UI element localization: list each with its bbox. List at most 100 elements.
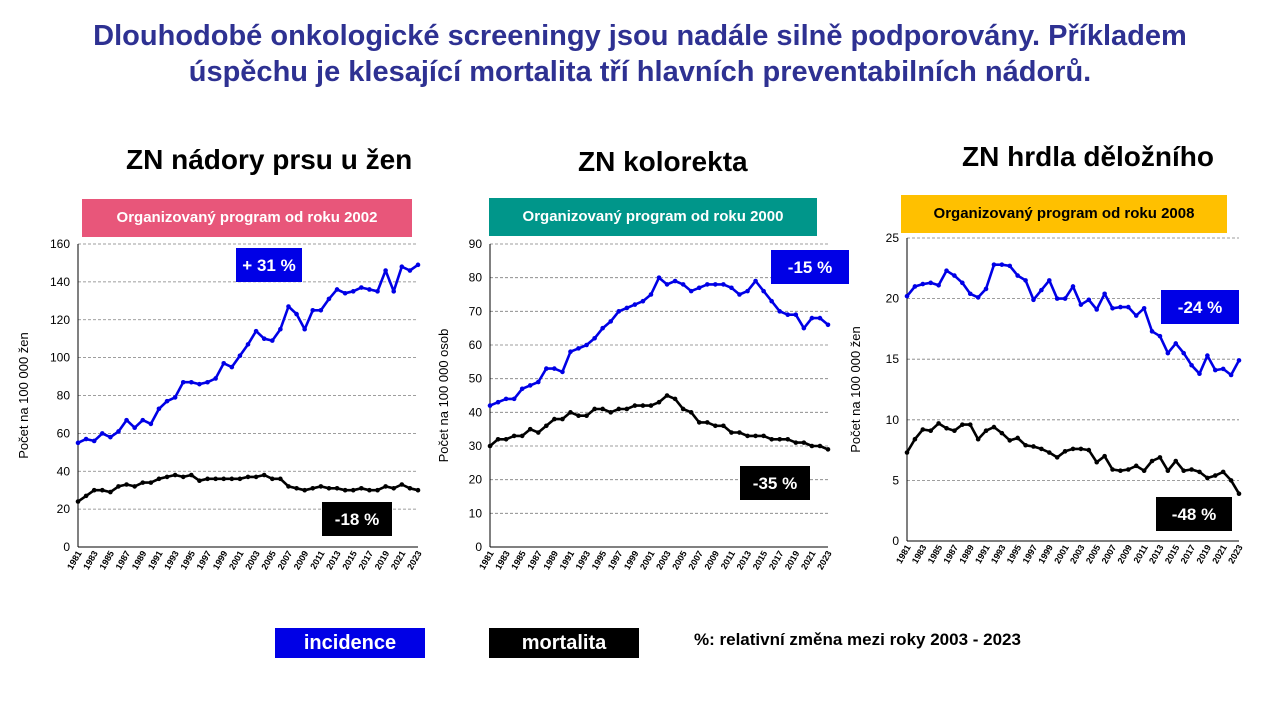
x-tick-label: 2007 [686, 549, 705, 571]
data-point-mortalita [1062, 449, 1068, 454]
data-point-mortalita [793, 440, 799, 445]
program-box-colorectal: Organizovaný program od roku 2000 [489, 198, 817, 236]
data-point-incidence [407, 268, 413, 273]
data-point-mortalita [415, 487, 421, 493]
data-point-mortalita [1205, 475, 1210, 481]
data-point-mortalita [975, 436, 981, 442]
data-point-incidence [269, 338, 275, 343]
data-point-incidence [753, 278, 758, 284]
data-point-incidence [1086, 297, 1092, 303]
data-point-incidence [592, 335, 597, 341]
y-tick-label: 5 [892, 473, 899, 487]
data-point-mortalita [713, 423, 718, 429]
data-point-mortalita [302, 487, 307, 493]
data-point-incidence [1070, 284, 1076, 289]
incidence-change-label: -24 % [1161, 290, 1239, 324]
x-tick-label: 2015 [340, 549, 359, 571]
data-point-mortalita [672, 396, 678, 402]
data-point-mortalita [511, 433, 517, 439]
panel-title-cervix: ZN hrdla děložního [962, 141, 1214, 172]
data-point-mortalita [1118, 468, 1123, 474]
x-tick-label: 1985 [509, 549, 528, 571]
data-point-mortalita [1031, 444, 1036, 449]
data-point-incidence [664, 282, 670, 287]
data-point-mortalita [269, 476, 275, 482]
data-point-mortalita [624, 406, 630, 412]
data-point-mortalita [777, 436, 783, 442]
x-tick-label: 2007 [276, 549, 295, 571]
data-point-incidence [1165, 350, 1171, 356]
data-point-incidence [761, 288, 766, 294]
data-point-incidence [721, 282, 726, 287]
data-point-mortalita [399, 482, 405, 487]
data-point-incidence [576, 346, 581, 351]
data-point-incidence [817, 315, 823, 321]
data-point-incidence [1007, 263, 1013, 269]
data-point-mortalita [680, 406, 686, 412]
data-point-mortalita [503, 436, 509, 442]
data-point-mortalita [124, 482, 129, 487]
data-point-incidence [608, 319, 614, 324]
data-point-incidence [180, 379, 186, 385]
data-point-incidence [1236, 358, 1242, 363]
mortality-change-box [1156, 497, 1232, 531]
y-tick-label: 80 [57, 389, 71, 403]
data-point-mortalita [568, 410, 573, 415]
data-point-mortalita [920, 427, 926, 432]
data-point-incidence [75, 440, 81, 446]
x-tick-label: 1997 [606, 549, 625, 571]
data-point-mortalita [221, 476, 227, 482]
panel-title-colorectal: ZN kolorekta [578, 146, 748, 177]
data-point-incidence [1039, 287, 1044, 293]
y-tick-label: 20 [469, 473, 483, 487]
data-point-mortalita [656, 399, 662, 405]
chart-breast: 0204060801001201401601981198319851987198… [16, 237, 424, 571]
y-tick-label: 160 [50, 237, 70, 251]
data-point-incidence [519, 386, 525, 392]
data-point-incidence [213, 376, 218, 381]
data-point-mortalita [1165, 468, 1171, 474]
data-point-mortalita [912, 436, 918, 442]
data-point-mortalita [721, 423, 726, 429]
data-point-incidence [1094, 307, 1100, 312]
data-point-mortalita [1054, 455, 1060, 460]
data-point-mortalita [294, 485, 299, 491]
data-point-mortalita [952, 428, 957, 434]
data-point-incidence [148, 421, 154, 427]
data-point-mortalita [825, 447, 831, 452]
data-point-incidence [91, 438, 97, 444]
mortality-change-text: -35 % [753, 474, 797, 493]
data-point-mortalita [1023, 442, 1028, 448]
panel-title-breast: ZN nádory prsu u žen [126, 144, 413, 175]
data-point-mortalita [1126, 467, 1131, 472]
x-tick-label: 2015 [1163, 543, 1182, 565]
y-tick-label: 70 [469, 304, 483, 318]
data-point-incidence [83, 436, 89, 442]
y-tick-label: 10 [886, 413, 900, 427]
data-point-mortalita [801, 440, 807, 445]
data-point-mortalita [648, 403, 654, 408]
data-point-incidence [399, 264, 405, 270]
data-point-mortalita [75, 499, 81, 504]
legend-mortalita: mortalita [489, 628, 639, 658]
data-point-incidence [745, 288, 750, 294]
incidence-change-box [1161, 290, 1239, 324]
data-point-incidence [656, 275, 662, 280]
data-point-mortalita [180, 474, 186, 480]
data-point-mortalita [99, 487, 105, 493]
data-point-incidence [334, 287, 340, 292]
data-point-mortalita [809, 443, 815, 449]
data-point-mortalita [164, 474, 170, 480]
data-point-mortalita [960, 422, 965, 427]
data-point-mortalita [535, 430, 541, 435]
data-point-incidence [383, 268, 388, 273]
incidence-change-text: + 31 % [242, 256, 295, 275]
x-tick-label: 1991 [146, 549, 165, 571]
mortality-change-text: -48 % [1172, 505, 1216, 524]
data-point-incidence [1149, 329, 1155, 334]
legend-note: %: relativní změna mezi roky 2003 - 2023 [694, 630, 1021, 649]
data-point-mortalita [608, 410, 614, 415]
data-point-mortalita [286, 484, 291, 489]
x-tick-label: 1983 [493, 549, 512, 571]
program-box-cervix: Organizovaný program od roku 2008 [901, 195, 1227, 233]
